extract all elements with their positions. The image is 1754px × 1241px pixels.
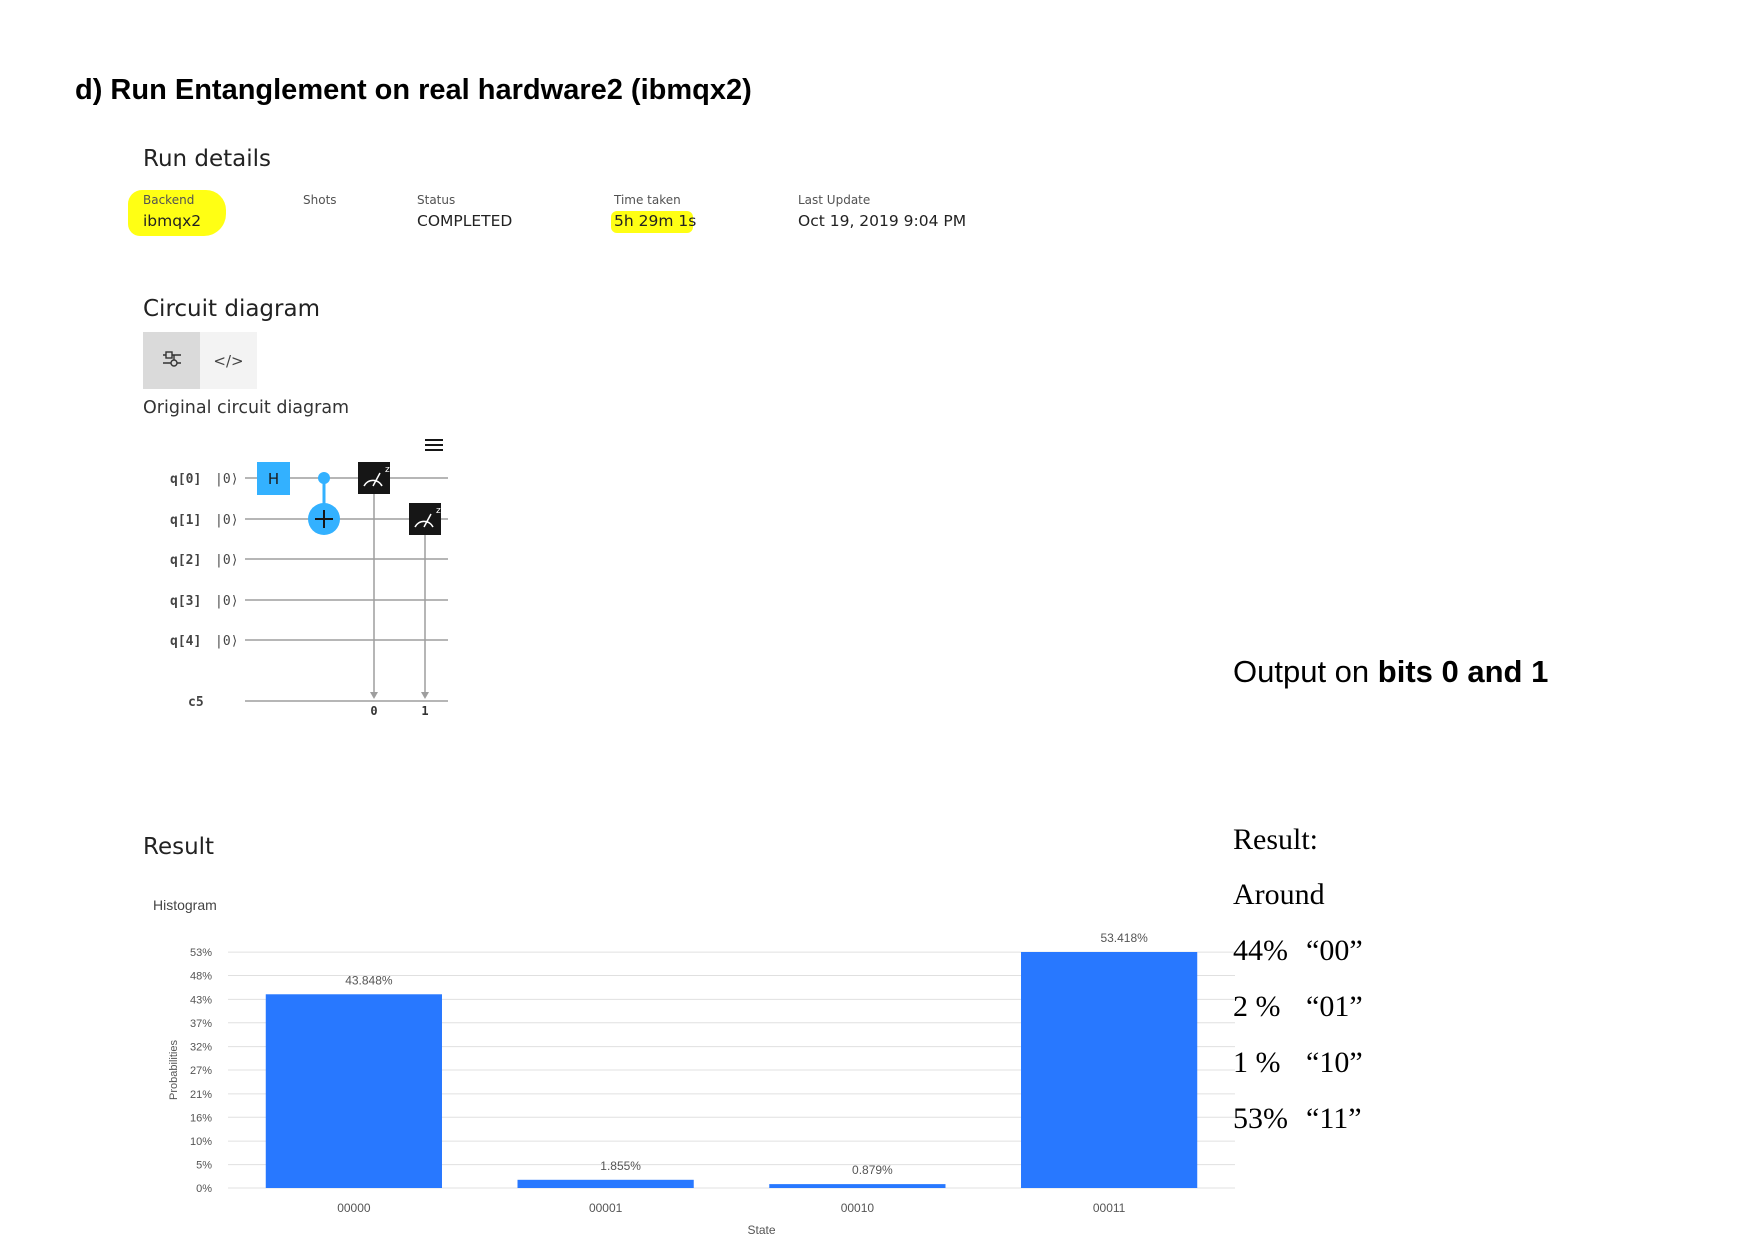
y-tick-label: 5% <box>196 1160 212 1172</box>
qubit-label-3: q[3] <box>170 594 201 609</box>
bar-value-label: 0.879% <box>852 1163 893 1177</box>
qubit-label-0: q[0] <box>170 472 201 487</box>
original-circuit-label: Original circuit diagram <box>143 398 350 418</box>
y-tick-label: 37% <box>190 1018 212 1030</box>
result-note-label: Result: <box>1233 823 1319 856</box>
output-bits-note: Output on bits 0 and 1 <box>1233 654 1548 690</box>
bar-value-label: 1.855% <box>600 1159 641 1173</box>
x-tick-label: 00001 <box>589 1201 623 1215</box>
hadamard-gate <box>257 462 290 495</box>
backend-value: ibmqx2 <box>143 212 202 230</box>
last-update-label: Last Update <box>798 193 871 207</box>
y-tick-label: 0% <box>196 1183 212 1195</box>
backend-highlight <box>128 190 226 236</box>
output-bold: bits 0 and 1 <box>1377 654 1549 689</box>
time-highlight <box>611 211 693 233</box>
classical-register-label: c5 <box>188 695 204 710</box>
result-row-3-pct: 53% <box>1233 1102 1288 1135</box>
result-row-2-state: “10” <box>1306 1046 1363 1079</box>
y-tick-label: 48% <box>190 970 212 982</box>
hamburger-menu-icon[interactable] <box>424 438 444 458</box>
circuit-view-toggle: </> <box>143 332 257 389</box>
status-label: Status <box>417 193 456 207</box>
x-tick-label: 00000 <box>337 1201 371 1215</box>
y-axis-label: Probabilities <box>168 1040 180 1100</box>
y-tick-label: 43% <box>190 994 212 1006</box>
result-row-0-pct: 44% <box>1233 934 1288 967</box>
visual-circuit-icon <box>162 349 182 373</box>
svg-text:z: z <box>436 506 441 516</box>
backend-label: Backend <box>143 193 195 207</box>
circuit-diagram-title: Circuit diagram <box>143 296 320 322</box>
qubit-init-4: |0⟩ <box>215 634 238 649</box>
x-axis-label: State <box>747 1223 775 1237</box>
result-row-3-state: “11” <box>1306 1102 1362 1135</box>
status-value: COMPLETED <box>417 212 513 230</box>
histogram-title: Histogram <box>153 897 217 913</box>
bar-value-label: 43.848% <box>345 973 393 987</box>
bar-00000 <box>265 994 442 1188</box>
bar-00001 <box>517 1179 694 1188</box>
bar-00010 <box>769 1184 946 1188</box>
measure-target-1: 1 <box>421 704 428 718</box>
qubit-init-0: |0⟩ <box>215 472 238 487</box>
y-tick-label: 53% <box>190 947 212 959</box>
bar-00011 <box>1021 952 1198 1188</box>
svg-text:z: z <box>385 465 390 475</box>
measure-gate-1 <box>409 503 441 535</box>
bar-value-label: 53.418% <box>1100 931 1148 945</box>
shots-label: Shots <box>303 193 337 207</box>
result-row-0-state: “00” <box>1306 934 1363 967</box>
y-tick-label: 27% <box>190 1065 212 1077</box>
histogram-chart: 0% 5% 10% 16% 21% 27% 32% 37% 43% 48% 53% Probabili… <box>168 931 1235 1237</box>
qubit-label-4: q[4] <box>170 634 201 649</box>
qubit-init-3: |0⟩ <box>215 594 238 609</box>
qubit-init-1: |0⟩ <box>215 513 238 528</box>
around-label: Around <box>1233 878 1325 911</box>
hadamard-gate-label: H <box>268 470 279 488</box>
qubit-label-1: q[1] <box>170 513 201 528</box>
qubit-label-2: q[2] <box>170 553 201 568</box>
x-tick-label: 00011 <box>1093 1201 1126 1215</box>
y-tick-label: 32% <box>190 1042 212 1054</box>
last-update-value: Oct 19, 2019 9:04 PM <box>798 212 967 230</box>
code-view-button[interactable]: </> <box>200 332 257 389</box>
measure-gate-0 <box>358 462 390 494</box>
output-prefix: Output on <box>1233 654 1378 689</box>
result-row-2-pct: 1 % <box>1233 1046 1281 1079</box>
document-heading: d) Run Entanglement on real hardware2 (i… <box>75 74 752 106</box>
visual-view-button[interactable] <box>143 332 200 389</box>
circuit-diagram: q[0] |0⟩ q[1] |0⟩ q[2] |0⟩ q[3] |0⟩ q[4]… <box>170 462 448 718</box>
measure-target-0: 0 <box>370 704 377 718</box>
run-details-title: Run details <box>143 146 272 172</box>
code-icon: </> <box>213 351 244 370</box>
y-tick-label: 16% <box>190 1112 212 1124</box>
cnot-control <box>318 472 330 484</box>
x-tick-label: 00010 <box>841 1201 875 1215</box>
result-row-1-state: “01” <box>1306 990 1363 1023</box>
time-taken-label: Time taken <box>614 193 681 207</box>
qubit-init-2: |0⟩ <box>215 553 238 568</box>
y-tick-label: 10% <box>190 1136 212 1148</box>
time-taken-value: 5h 29m 1s <box>614 212 697 230</box>
y-tick-label: 21% <box>190 1089 212 1101</box>
result-title: Result <box>143 834 215 860</box>
result-row-1-pct: 2 % <box>1233 990 1281 1023</box>
